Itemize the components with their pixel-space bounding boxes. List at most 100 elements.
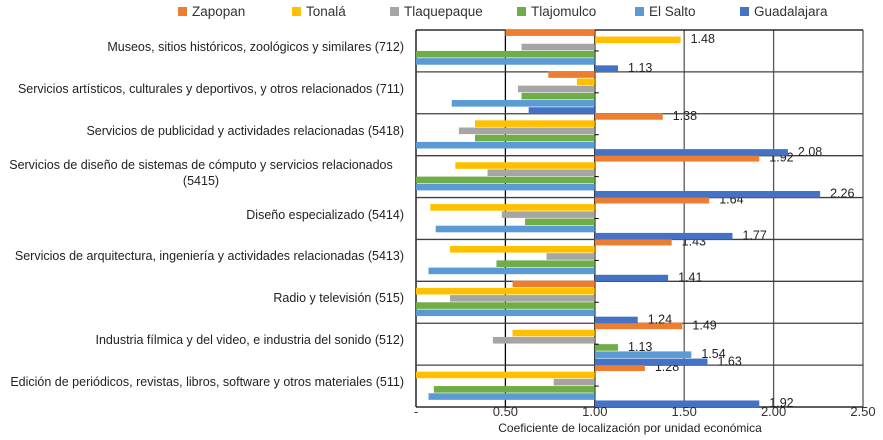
bar-zapopan (512, 280, 595, 288)
legend-label: Tonalá (306, 4, 346, 19)
legend-item: Tonalá (292, 4, 346, 19)
bar-tlaquepaque (517, 85, 595, 93)
bar-tlaquepaque (546, 253, 595, 260)
bar-tlaquepaque (458, 127, 595, 135)
chart-legend: Zapopan Tonalá Tlaquepaque Tlajomulco El Sal… (0, 4, 883, 26)
bar-tlajomulco (594, 344, 619, 351)
category-label-line: Servicios de publicidad y actividades re… (86, 123, 404, 138)
bar-tonala (576, 78, 595, 86)
bar-tlajomulco (433, 386, 595, 393)
bar-tlajomulco (496, 260, 595, 267)
legend-swatch (178, 7, 187, 16)
bar-guadalajara (594, 149, 788, 156)
legend-swatch (740, 7, 749, 16)
bar-guadalajara (594, 232, 733, 240)
category-label-line: Servicios de arquitectura, ingeniería y … (14, 249, 404, 264)
bar-guadalajara (594, 400, 760, 408)
bar-zapopan (594, 322, 683, 330)
bar-tlajomulco (416, 176, 595, 184)
bar-tlajomulco (525, 218, 595, 226)
bar-guadalajara (528, 107, 595, 114)
bar-tlajomulco (416, 50, 595, 58)
x-axis-title: Coeficiente de localización por unidad e… (498, 421, 762, 435)
data-label: 1.54 (701, 347, 725, 361)
data-label: 1.92 (769, 396, 793, 410)
data-label: 1.77 (742, 229, 766, 243)
x-tick-label: 2.50 (850, 404, 875, 419)
bar-tlaquepaque (521, 43, 595, 51)
category-label: Servicios de publicidad y actividades re… (0, 123, 404, 139)
legend-label: El Salto (649, 4, 696, 19)
x-tick-label: 2.00 (761, 404, 786, 419)
category-label: Radio y televisión (515) (0, 290, 404, 306)
bar-tlaquepaque (501, 211, 595, 218)
x-tick-label: 1.50 (672, 404, 697, 419)
bar-tlajomulco (416, 302, 595, 309)
data-label: 1.24 (648, 312, 672, 326)
data-label: 1.49 (692, 318, 716, 332)
data-label: 1.38 (673, 109, 697, 123)
bar-tonala (455, 162, 595, 169)
bar-tlaquepaque (553, 378, 595, 386)
bar-el-salto (435, 225, 595, 233)
bar-guadalajara (594, 191, 821, 198)
bar-zapopan (505, 29, 595, 36)
legend-swatch (517, 7, 526, 16)
data-label: 1.13 (628, 340, 652, 354)
legend-label: Tlaquepaque (404, 4, 483, 19)
data-label: 1.41 (678, 270, 702, 284)
bar-el-salto (428, 267, 595, 275)
category-label: Museos, sitios históricos, zoológicos y … (0, 39, 404, 55)
x-tick-label: 0.50 (493, 404, 518, 419)
category-label-line: Museos, sitios históricos, zoológicos y … (107, 39, 404, 54)
bar-tlaquepaque (492, 336, 595, 344)
x-tick-label: 1.00 (582, 404, 607, 419)
bar-tlajomulco (475, 134, 595, 142)
legend-item: Zapopan (178, 4, 245, 19)
bar-tlajomulco (521, 92, 595, 100)
data-label: 1.63 (717, 354, 741, 368)
legend-label: Tlajomulco (531, 4, 597, 19)
bar-guadalajara (594, 65, 619, 72)
bar-el-salto (428, 393, 595, 400)
bar-el-salto (594, 351, 692, 358)
bar-tonala (512, 329, 595, 337)
data-label: 1.48 (691, 32, 715, 46)
category-label-line: Diseño especializado (5414) (246, 207, 404, 222)
bar-tonala (416, 287, 595, 295)
category-label-line: Servicios de diseño de sistemas de cómpu… (9, 157, 393, 172)
legend-item: Tlaquepaque (390, 4, 483, 19)
category-label: Servicios artísticos, culturales y depor… (0, 81, 404, 97)
legend-label: Guadalajara (754, 4, 828, 19)
legend-swatch (635, 7, 644, 16)
bar-tonala (449, 245, 595, 253)
x-tick-label: - (414, 404, 418, 419)
bar-tlaquepaque (449, 295, 595, 302)
data-label: 2.26 (830, 187, 854, 201)
bar-tonala (594, 36, 681, 44)
category-label-line: Edición de periódicos, revistas, libros,… (10, 375, 404, 390)
bar-el-salto (451, 100, 595, 107)
bar-el-salto (416, 141, 595, 149)
bar-el-salto (416, 309, 595, 317)
bar-zapopan (594, 238, 672, 246)
legend-item: Tlajomulco (517, 4, 596, 19)
bar-guadalajara (594, 316, 638, 324)
bar-guadalajara (594, 274, 669, 282)
category-label: Edición de periódicos, revistas, libros,… (0, 374, 404, 390)
legend-swatch (390, 7, 399, 16)
bar-zapopan (594, 113, 663, 120)
bar-el-salto (416, 183, 595, 191)
category-label: Servicios de arquitectura, ingeniería y … (0, 248, 404, 264)
bar-zapopan (548, 71, 595, 78)
category-label: Servicios de diseño de sistemas de cómpu… (0, 157, 402, 189)
category-label-line: Radio y televisión (515) (273, 291, 404, 306)
legend-swatch (292, 7, 301, 16)
bar-zapopan (594, 155, 760, 162)
legend-label: Zapopan (192, 4, 246, 19)
bar-el-salto (416, 58, 595, 65)
bar-tonala (475, 120, 595, 127)
legend-item: Guadalajara (740, 4, 828, 19)
category-label-line: Servicios artísticos, culturales y depor… (17, 81, 404, 96)
bar-zapopan (594, 196, 710, 204)
